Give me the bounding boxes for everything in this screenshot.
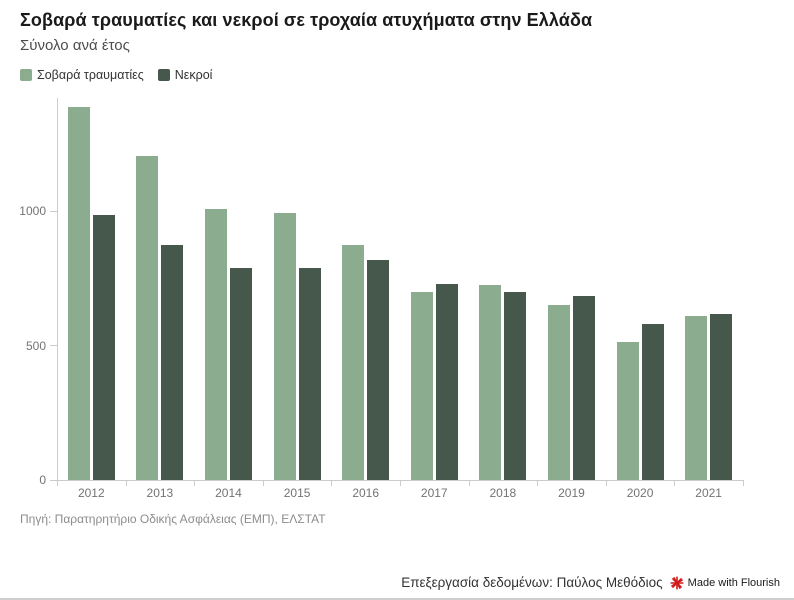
bar-group-2013 — [126, 100, 195, 480]
x-tick-mark — [605, 480, 607, 486]
legend-item-deaths: Νεκροί — [157, 68, 213, 82]
y-tick-label: 1000 — [19, 204, 46, 219]
bar-group-2020 — [606, 100, 675, 480]
y-tick-label: 500 — [25, 338, 46, 353]
bar-serious-injuries-2012[interactable] — [67, 106, 90, 480]
x-tick-mark — [537, 480, 539, 486]
legend-swatch-deaths — [157, 69, 170, 81]
x-axis-label-2017: 2017 — [420, 486, 448, 500]
bar-deaths-2016[interactable] — [367, 259, 390, 480]
y-tick-1000: 1000 — [0, 204, 57, 218]
bar-group-2021 — [674, 100, 743, 480]
x-axis-label-2014: 2014 — [215, 486, 242, 500]
bar-deaths-2012[interactable] — [92, 215, 115, 480]
bar-deaths-2013[interactable] — [161, 245, 184, 480]
x-tick-mark — [331, 480, 333, 486]
bar-serious-injuries-2021[interactable] — [685, 316, 708, 480]
x-axis-labels: 2012 2013 2014 2015 2016 2017 2018 2019 2020 2021 — [57, 486, 743, 500]
legend-item-serious-injuries: Σοβαρά τραυματίες — [20, 68, 144, 82]
x-axis-label-2012: 2012 — [77, 486, 105, 500]
bar-deaths-2015[interactable] — [298, 267, 321, 480]
window-bottom-edge — [0, 598, 794, 600]
flourish-logo-icon — [670, 575, 684, 590]
legend-swatch-serious-injuries — [20, 69, 32, 81]
x-tick-mark — [743, 480, 744, 486]
bar-deaths-2019[interactable] — [572, 296, 595, 480]
y-tick-500: 500 — [0, 339, 57, 353]
x-tick-mark — [57, 480, 58, 486]
bar-group-2015 — [263, 100, 332, 480]
y-tick-label: 0 — [39, 473, 46, 487]
bar-deaths-2014[interactable] — [229, 267, 252, 480]
bar-group-2016 — [331, 100, 400, 480]
plot: 0 500 1000 2012 2013 2014 2015 2016 2017 2018 201… — [0, 98, 744, 500]
x-axis-label-2019: 2019 — [558, 486, 585, 500]
x-axis-label-2018: 2018 — [489, 486, 517, 500]
y-tick-mark — [50, 345, 57, 347]
bar-serious-injuries-2013[interactable] — [136, 156, 159, 480]
x-tick-mark — [125, 480, 127, 486]
bar-deaths-2021[interactable] — [710, 313, 733, 480]
plot-area — [57, 100, 743, 480]
y-tick-mark — [50, 210, 57, 212]
credit-line: Επεξεργασία δεδομένων: Παύλος Μεθόδιος M… — [401, 575, 780, 590]
bar-serious-injuries-2019[interactable] — [547, 305, 570, 480]
bar-deaths-2018[interactable] — [504, 292, 527, 480]
bar-group-2019 — [537, 100, 606, 480]
y-tick-0: 0 — [0, 473, 57, 487]
x-tick-mark — [400, 480, 401, 486]
y-axis-line — [57, 98, 58, 481]
bar-serious-injuries-2015[interactable] — [273, 212, 296, 480]
source-note: Πηγή: Παρατηρητήριο Οδικής Ασφάλειας (ΕΜ… — [20, 512, 326, 526]
x-axis-label-2015: 2015 — [283, 486, 311, 500]
bar-group-2014 — [194, 100, 263, 480]
bar-group-2012 — [57, 100, 126, 480]
bar-serious-injuries-2014[interactable] — [204, 208, 227, 480]
bar-group-2017 — [400, 100, 469, 480]
bar-serious-injuries-2018[interactable] — [479, 285, 502, 480]
legend-label: Σοβαρά τραυματίες — [37, 68, 144, 82]
made-with-flourish-link[interactable]: Made with Flourish — [670, 575, 780, 590]
x-axis-label-2021: 2021 — [695, 486, 722, 500]
page-title: Σοβαρά τραυματίες και νεκροί σε τροχαία … — [20, 10, 593, 30]
x-axis-label-2020: 2020 — [626, 486, 654, 500]
x-axis-ticks — [57, 480, 744, 486]
bar-serious-injuries-2020[interactable] — [616, 341, 639, 480]
x-axis-label-2013: 2013 — [146, 486, 174, 500]
bar-serious-injuries-2016[interactable] — [342, 245, 365, 480]
page-subtitle: Σύνολο ανά έτος — [20, 37, 130, 54]
x-tick-mark — [674, 480, 676, 486]
credit-text: Επεξεργασία δεδομένων: Παύλος Μεθόδιος — [401, 575, 663, 590]
legend-label: Νεκροί — [174, 68, 213, 82]
x-tick-mark — [194, 480, 196, 486]
bar-deaths-2017[interactable] — [435, 283, 458, 480]
x-tick-mark — [262, 480, 264, 486]
y-tick-mark — [50, 479, 57, 481]
bar-group-2018 — [469, 100, 538, 480]
flourish-label: Made with Flourish — [687, 576, 780, 589]
x-tick-mark — [468, 480, 470, 486]
bar-deaths-2020[interactable] — [641, 324, 664, 480]
bar-serious-injuries-2017[interactable] — [410, 292, 433, 480]
legend: Σοβαρά τραυματίες Νεκροί — [20, 68, 212, 82]
x-axis-label-2016: 2016 — [352, 486, 380, 500]
